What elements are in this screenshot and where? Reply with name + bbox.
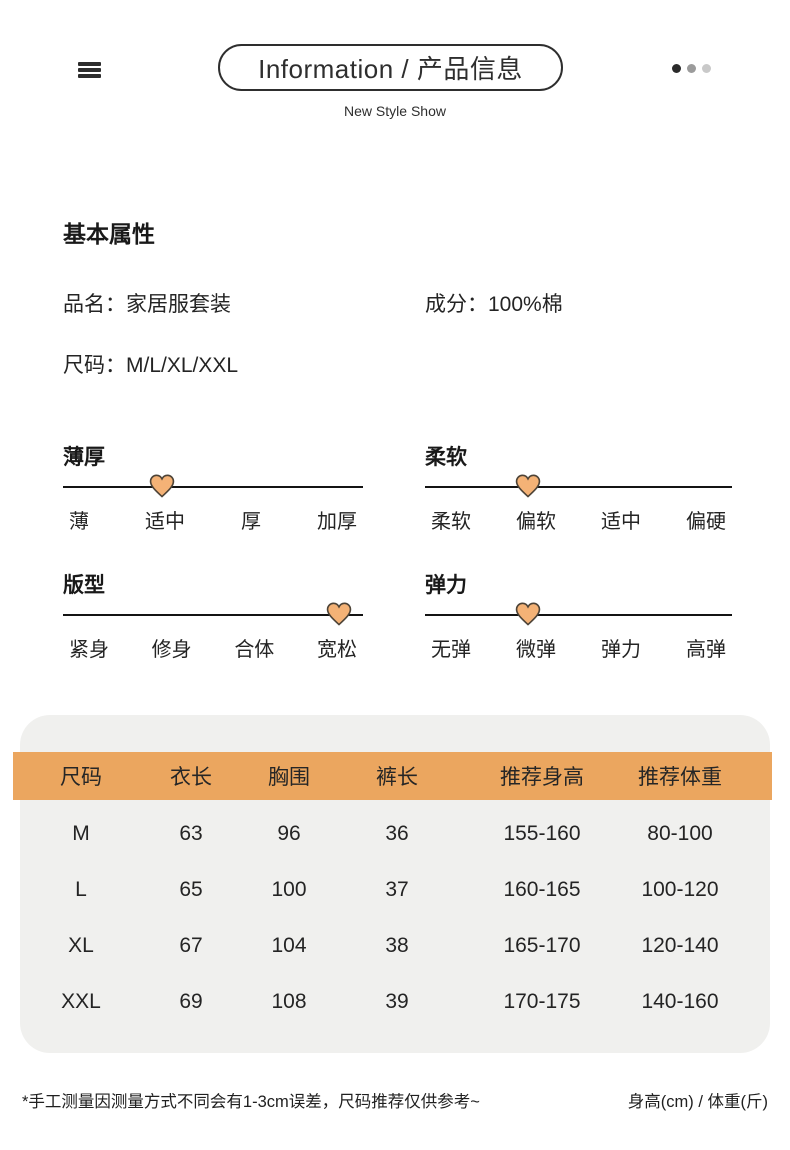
measurement-disclaimer: *手工测量因测量方式不同会有1-3cm误差，尺码推荐仅供参考~ — [22, 1093, 480, 1111]
scale-options: 紧身 修身 合体 宽松 — [63, 633, 363, 662]
scale-option: 修身 — [151, 639, 192, 661]
scale-track — [63, 597, 363, 631]
scale-option: 紧身 — [69, 639, 109, 661]
cell: 160-165 — [503, 878, 581, 901]
scale-thickness: 薄厚 薄 适中 厚 加厚 — [63, 441, 363, 534]
pagination-dots — [672, 64, 711, 73]
cell: 96 — [277, 822, 301, 845]
heart-marker-icon — [515, 602, 541, 626]
scale-option: 弹力 — [601, 639, 641, 661]
cell: 104 — [271, 934, 307, 957]
table-row: L 65 100 37 160-165 100-120 — [20, 862, 770, 918]
cell: 69 — [179, 990, 203, 1013]
column-header-bust: 胸围 — [268, 766, 310, 789]
column-header-size: 尺码 — [60, 766, 102, 789]
table-row: M 63 96 36 155-160 80-100 — [20, 806, 770, 862]
cell: 39 — [385, 990, 409, 1013]
column-header-weight: 推荐体重 — [638, 766, 722, 789]
scale-option: 厚 — [241, 511, 261, 533]
cell: 140-160 — [641, 990, 719, 1013]
cell: 100-120 — [641, 878, 719, 901]
cell: 67 — [179, 934, 203, 957]
scale-option: 适中 — [601, 511, 641, 533]
scale-title: 版型 — [63, 574, 105, 597]
scale-option: 薄 — [69, 511, 89, 533]
pagination-dot-1[interactable] — [672, 64, 681, 73]
scale-option: 柔软 — [431, 511, 471, 533]
scale-title: 薄厚 — [63, 446, 105, 469]
scale-options: 无弹 微弹 弹力 高弹 — [425, 633, 732, 662]
scale-option: 合体 — [234, 639, 275, 661]
basic-attributes-title: 基本属性 — [63, 221, 155, 247]
heart-marker-icon — [515, 474, 541, 498]
scale-track — [425, 469, 732, 503]
field-composition: 成分：100%棉 — [425, 288, 563, 318]
cell: M — [72, 822, 90, 845]
scale-title: 弹力 — [425, 574, 467, 597]
scale-option: 偏软 — [516, 511, 556, 533]
cell: 165-170 — [503, 934, 581, 957]
scale-option: 加厚 — [317, 511, 357, 533]
column-header-height: 推荐身高 — [500, 766, 584, 789]
hamburger-menu-icon[interactable] — [78, 62, 101, 78]
field-sizes: 尺码：M/L/XL/XXL — [63, 349, 238, 379]
page-title: Information / 产品信息 — [258, 54, 523, 84]
cell: 170-175 — [503, 990, 581, 1013]
page-subtitle: New Style Show — [344, 103, 446, 119]
scale-fit: 版型 紧身 修身 合体 宽松 — [63, 569, 363, 662]
cell: 80-100 — [647, 822, 713, 845]
cell: 120-140 — [641, 934, 719, 957]
field-value: M/L/XL/XXL — [126, 354, 239, 377]
field-value: 家居服套装 — [126, 293, 231, 316]
pagination-dot-2[interactable] — [687, 64, 696, 73]
cell: 63 — [179, 822, 203, 845]
scale-option: 无弹 — [431, 639, 471, 661]
size-table-header: 尺码 衣长 胸围 裤长 推荐身高 推荐体重 — [13, 752, 772, 800]
field-label: 品名： — [63, 293, 126, 316]
units-legend: 身高(cm) / 体重(斤) — [627, 1093, 768, 1111]
field-label: 成分： — [425, 293, 488, 316]
field-value: 100%棉 — [488, 293, 563, 316]
field-label: 尺码： — [63, 354, 126, 377]
cell: XL — [68, 934, 94, 957]
cell: L — [75, 878, 87, 901]
scale-elasticity: 弹力 无弹 微弹 弹力 高弹 — [425, 569, 732, 662]
scale-option: 微弹 — [516, 639, 556, 661]
heart-marker-icon — [149, 474, 175, 498]
scale-softness: 柔软 柔软 偏软 适中 偏硬 — [425, 441, 732, 534]
field-product-name: 品名：家居服套装 — [63, 288, 231, 318]
column-header-garment-length: 衣长 — [170, 766, 212, 789]
scale-option: 偏硬 — [686, 511, 726, 533]
cell: 65 — [179, 878, 203, 901]
column-header-pants-length: 裤长 — [376, 766, 418, 789]
table-row: XL 67 104 38 165-170 120-140 — [20, 918, 770, 974]
section-header-pill: Information / 产品信息 — [218, 44, 563, 91]
pagination-dot-3[interactable] — [702, 64, 711, 73]
cell: 108 — [271, 990, 307, 1013]
scale-option: 宽松 — [316, 639, 357, 661]
table-row: XXL 69 108 39 170-175 140-160 — [20, 974, 770, 1030]
cell: 100 — [271, 878, 307, 901]
scale-line — [425, 486, 732, 488]
scale-title: 柔软 — [425, 446, 467, 469]
scale-line — [63, 486, 363, 488]
scale-option: 高弹 — [686, 639, 726, 661]
cell: 38 — [385, 934, 409, 957]
scale-option: 适中 — [145, 511, 185, 533]
cell: 36 — [385, 822, 409, 845]
scale-line — [63, 614, 363, 616]
scale-track — [425, 597, 732, 631]
scale-track — [63, 469, 363, 503]
cell: 155-160 — [503, 822, 581, 845]
size-table-body: M 63 96 36 155-160 80-100 L 65 100 37 16… — [20, 806, 770, 1030]
heart-marker-icon — [326, 602, 352, 626]
scale-line — [425, 614, 732, 616]
cell: XXL — [61, 990, 101, 1013]
scale-options: 柔软 偏软 适中 偏硬 — [425, 505, 732, 534]
cell: 37 — [385, 878, 409, 901]
scale-options: 薄 适中 厚 加厚 — [63, 505, 363, 534]
